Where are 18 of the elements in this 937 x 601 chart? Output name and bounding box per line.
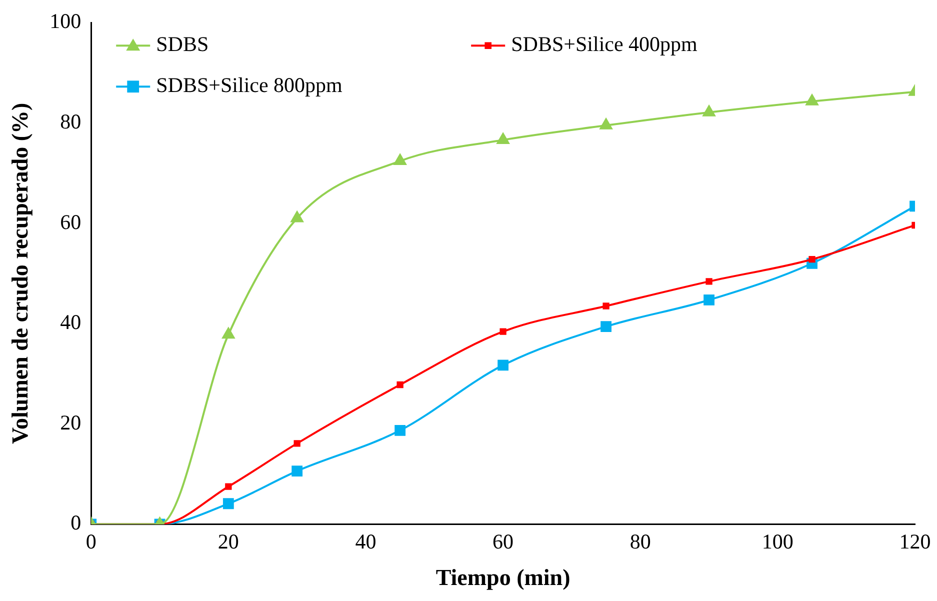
y-tick-label: 0 — [70, 510, 82, 535]
x-tick-label: 20 — [218, 529, 239, 554]
legend-label: SDBS+Silice 400ppm — [511, 32, 698, 56]
x-tick-label: 60 — [492, 529, 514, 554]
legend-label: SDBS — [156, 32, 209, 56]
x-tick-label: 40 — [355, 529, 376, 554]
legend-label: SDBS+Silice 800ppm — [156, 73, 342, 98]
y-tick-label: 80 — [60, 109, 82, 134]
y-tick-label: 40 — [60, 310, 82, 334]
x-tick-label: 120 — [899, 529, 931, 554]
y-axis-title: Volumen de crudo recuperado (%) — [8, 102, 33, 444]
x-tick-label: 100 — [762, 529, 794, 554]
y-tick-label: 60 — [60, 210, 82, 234]
x-axis-title: Tiempo (min) — [436, 565, 570, 590]
y-tick-label: 20 — [60, 410, 82, 434]
y-tick-label: 100 — [50, 9, 82, 34]
x-tick-label: 0 — [86, 529, 96, 554]
x-tick-label: 80 — [630, 529, 651, 554]
